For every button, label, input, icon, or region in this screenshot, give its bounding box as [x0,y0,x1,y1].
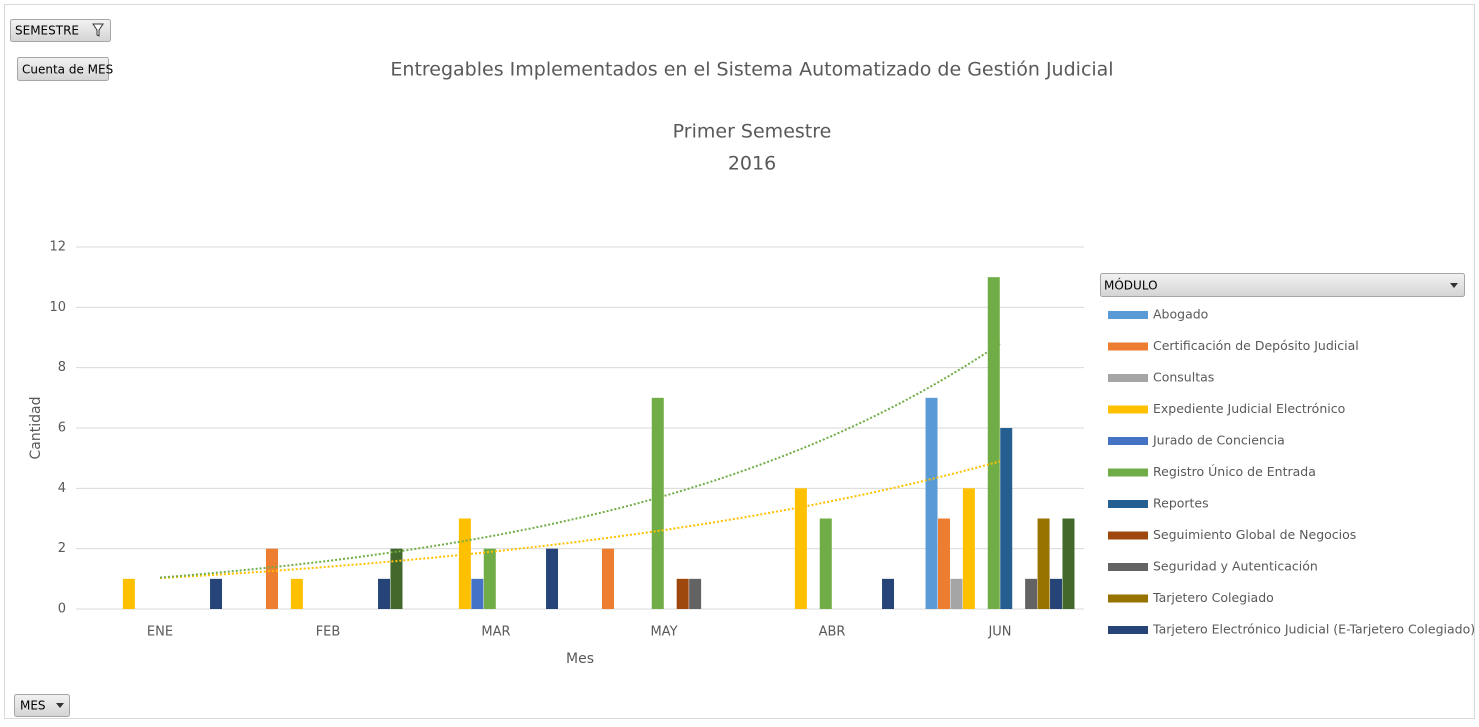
legend-label: Registro Único de Entrada [1153,464,1316,479]
bar [546,548,559,609]
bar [458,518,471,609]
bar [925,397,938,609]
report-filter-label: SEMESTRE [15,24,79,38]
legend-swatch [1108,626,1148,634]
bar [471,578,484,609]
bar [651,397,664,609]
trendline [159,460,1001,580]
y-tick-label: 4 [58,481,66,496]
chart-title: Entregables Implementados en el Sistema … [390,59,1113,81]
legend-swatch [1108,342,1148,351]
legend-swatch [1108,374,1148,382]
bar [122,578,135,609]
legend-swatch [1108,594,1148,603]
trendline [159,342,1001,579]
bar [937,518,950,609]
x-axis-title: Mes [566,651,594,667]
legend-label: Tarjetero Electrónico Judicial (E-Tarjet… [1152,622,1475,637]
bar [378,578,391,609]
bar [265,548,278,609]
legend-label: Seguimiento Global de Negocios [1153,527,1356,542]
y-tick-label: 2 [58,541,66,556]
bar [390,548,403,609]
bar [1062,518,1075,609]
y-tick-label: 8 [58,360,66,375]
legend-swatch [1108,405,1148,414]
axis-field-label: MES [20,699,46,713]
axis-field-button[interactable] [14,694,70,717]
legend-swatch [1108,563,1148,571]
chart-frame [4,4,1475,719]
legend-swatch [1108,500,1148,508]
bar [962,488,975,609]
legend-label: Reportes [1153,496,1209,511]
y-axis-title: Cantidad [28,397,44,460]
legend-field-button[interactable] [1100,273,1465,297]
bar [882,578,895,609]
legend-label: Seguridad y Autenticación [1153,559,1318,574]
bar [987,277,1000,609]
dropdown-arrow[interactable] [1450,283,1458,288]
x-tick-label: JUN [987,625,1011,640]
filter-icon[interactable] [92,23,104,37]
y-tick-label: 6 [58,421,66,436]
bar [819,518,832,609]
legend-label: Certificación de Depósito Judicial [1153,338,1359,353]
bar [689,578,702,609]
bar [210,578,223,609]
chart-subtitle: 2016 [728,153,776,175]
x-tick-label: ENE [147,625,173,640]
x-tick-label: FEB [316,625,341,640]
x-tick-label: ABR [819,625,846,640]
legend-field-label: MÓDULO [1104,278,1158,293]
report-filter-button[interactable] [10,19,111,42]
bar [601,548,614,609]
legend-label: Tarjetero Colegiado [1152,590,1274,605]
legend-swatch [1108,468,1148,477]
legend-label: Expediente Judicial Electrónico [1153,401,1345,416]
bar [290,578,303,609]
y-tick-label: 12 [49,240,66,255]
y-tick-label: 10 [49,300,66,315]
bar [1037,518,1050,609]
bar [950,578,963,609]
value-field-label: Cuenta de MES [22,63,113,77]
legend-label: Consultas [1153,370,1214,385]
bar [483,548,496,609]
legend-label: Jurado de Conciencia [1152,433,1285,448]
y-tick-label: 0 [58,602,66,617]
legend-swatch [1108,311,1148,319]
x-tick-label: MAY [650,625,677,640]
bar [794,488,807,609]
chart-subtitle: Primer Semestre [673,121,832,143]
bar [1025,578,1038,609]
x-tick-label: MAR [481,625,510,640]
bar [676,578,689,609]
bar [1000,428,1013,609]
legend-swatch [1108,437,1148,445]
bar [1050,578,1063,609]
legend-swatch [1108,531,1148,540]
dropdown-arrow[interactable] [56,703,64,708]
value-field-button[interactable] [17,57,109,81]
legend-label: Abogado [1153,307,1208,322]
